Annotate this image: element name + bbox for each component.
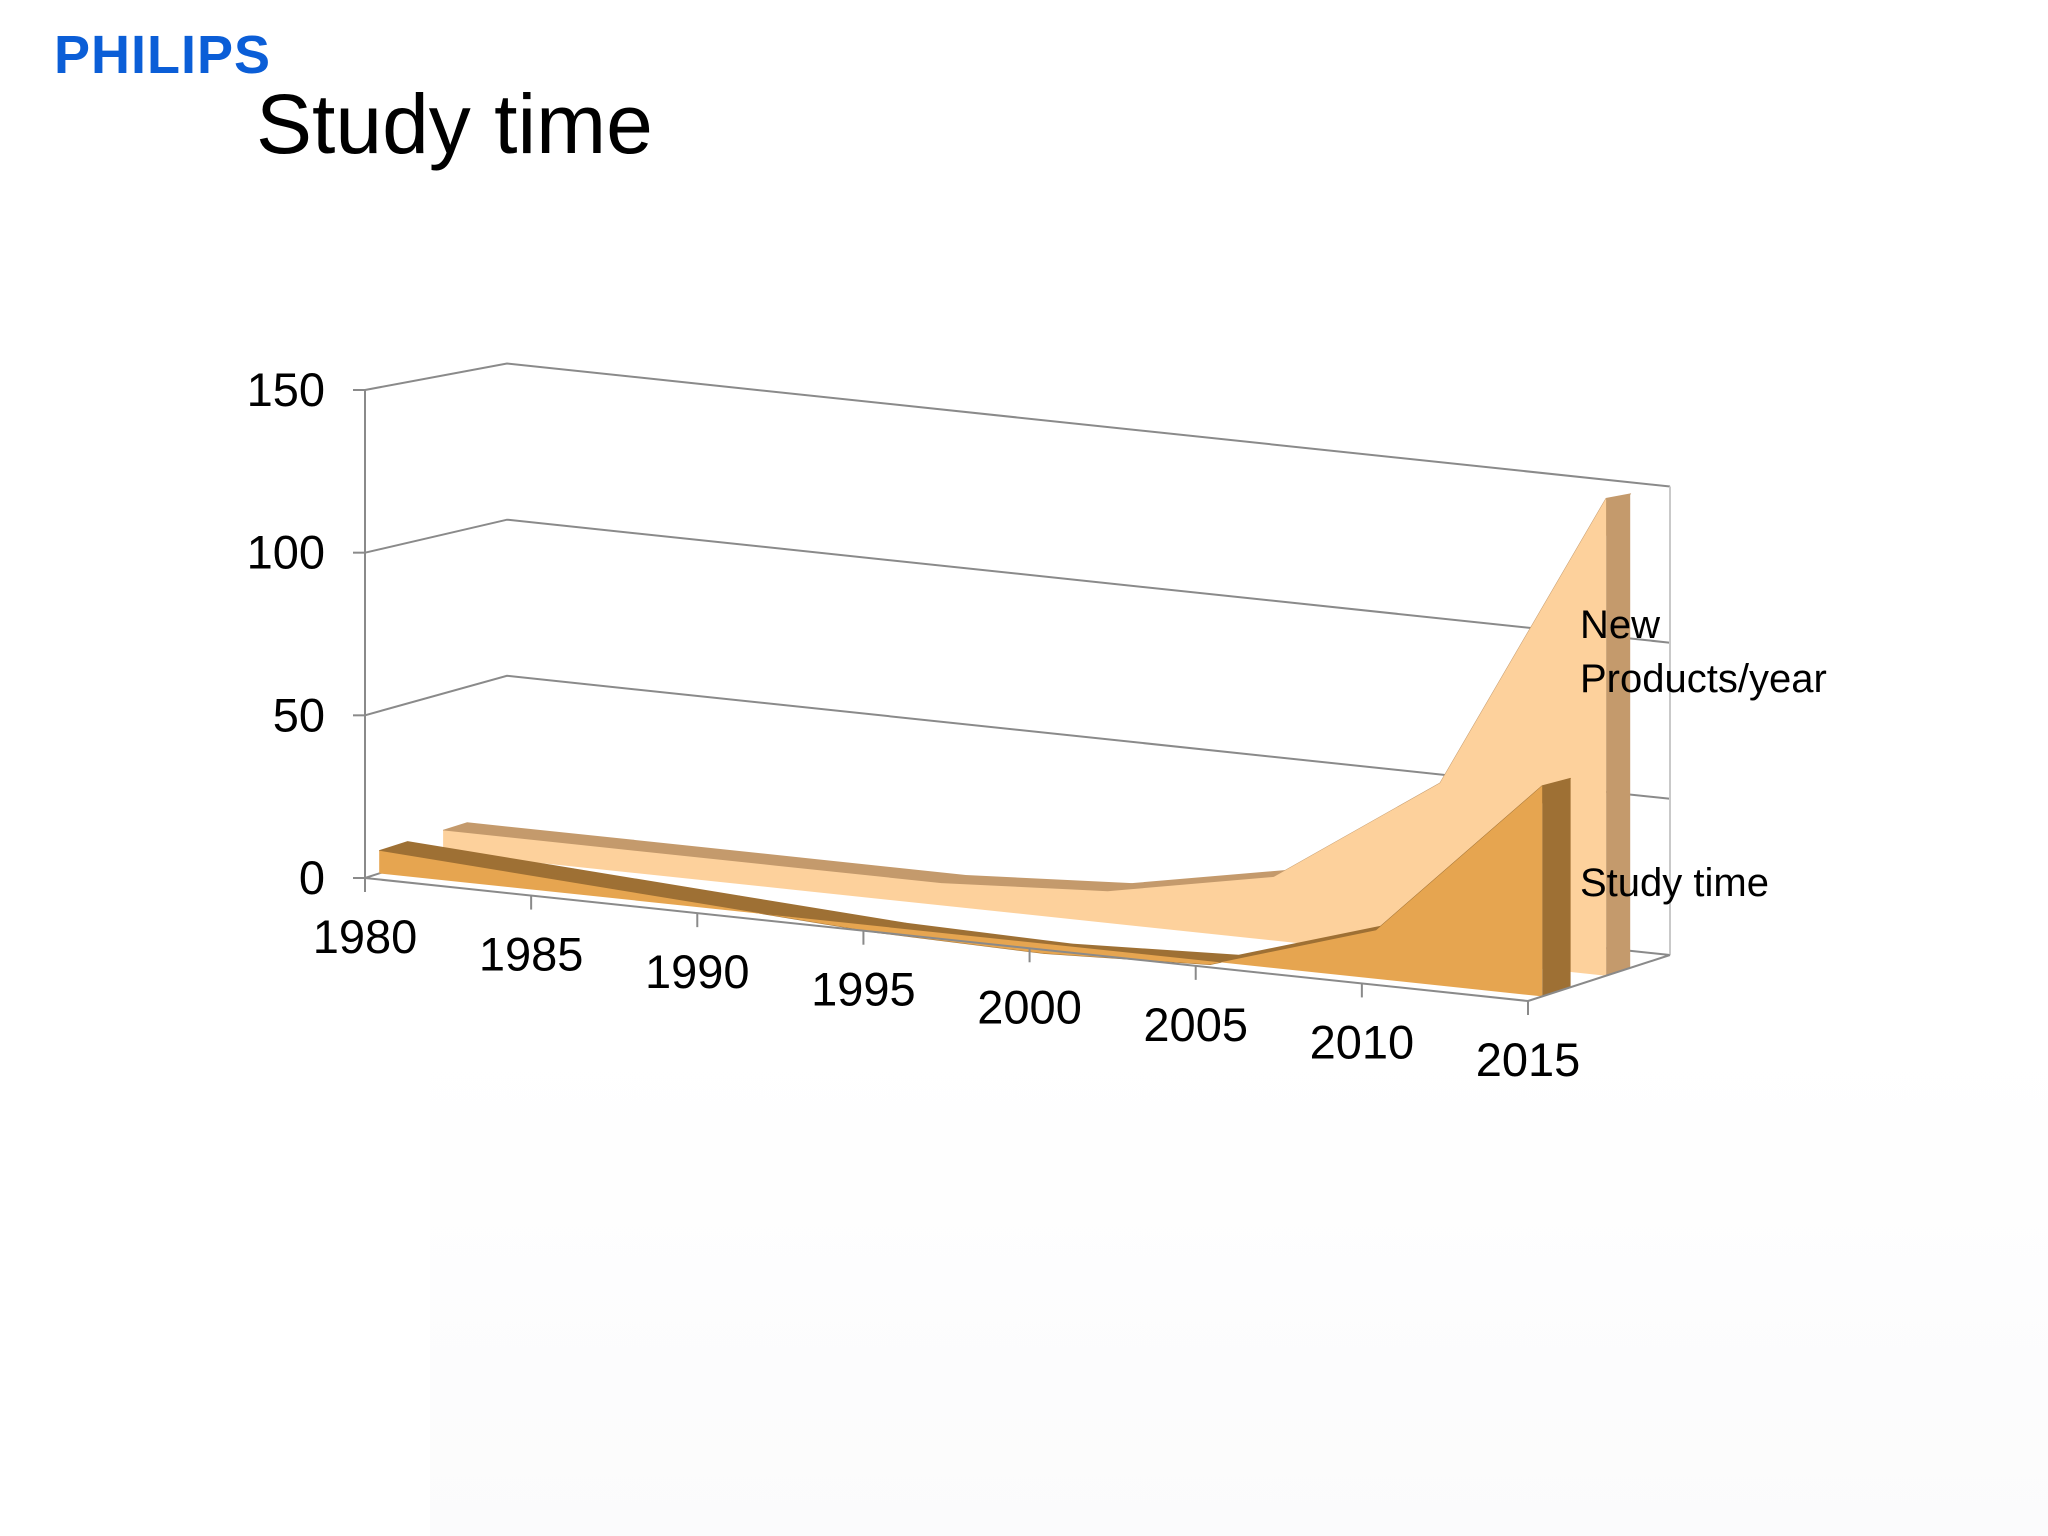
x-axis-line <box>364 877 1529 1002</box>
x-tick-label: 1980 <box>313 910 418 963</box>
series-0-area <box>443 498 1607 976</box>
chart-axes <box>353 389 1671 1015</box>
y-tick-label: 50 <box>273 688 325 741</box>
gridline-50 <box>364 674 1671 800</box>
series-label-line: Products/year <box>1580 657 1827 701</box>
x-tick-label: 2000 <box>977 980 1082 1033</box>
x-tick-label: 1990 <box>645 945 750 998</box>
background-fade <box>430 1040 2048 1536</box>
series-label: Study time <box>1580 861 1769 905</box>
x-tick-label: 1985 <box>479 928 584 981</box>
floor-right-edge <box>1527 954 1671 1002</box>
y-tick-label: 150 <box>247 363 325 416</box>
series-1-area <box>379 785 1543 997</box>
y-tick-label: 0 <box>299 851 325 904</box>
x-tick-label: 2015 <box>1476 1033 1581 1086</box>
series-1-end-cap <box>1542 778 1571 997</box>
x-tick-label: 1995 <box>811 963 916 1016</box>
slide-title: Study time <box>256 77 653 171</box>
chart-series <box>379 493 1632 997</box>
series-label-line: New <box>1580 603 1660 647</box>
gridline-150 <box>364 362 1671 488</box>
series-label: New Products/year <box>1580 603 1827 701</box>
y-tick-label: 100 <box>247 526 325 579</box>
x-tick-label: 2005 <box>1143 998 1248 1051</box>
x-tick-label: 2010 <box>1310 1015 1415 1068</box>
chart-labels: 0 50 100 150 New Products/year Study time 1980 1… <box>247 363 1827 1086</box>
series-0-end-cap <box>1606 493 1631 976</box>
philips-logo: PHILIPS <box>54 25 272 85</box>
gridline-100 <box>364 518 1671 644</box>
